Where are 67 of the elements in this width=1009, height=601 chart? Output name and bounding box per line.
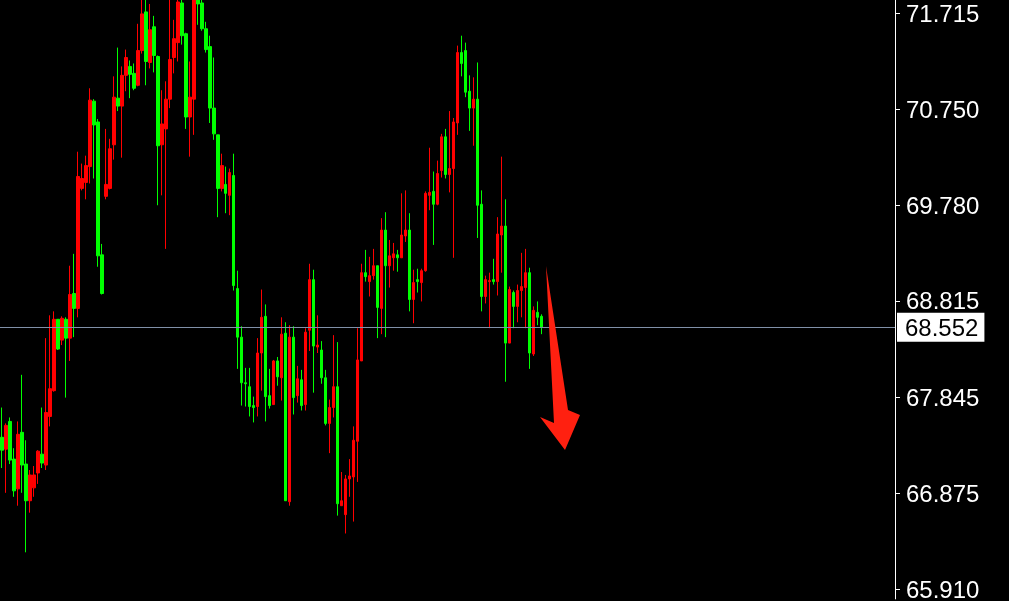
candlestick [280,316,283,402]
candlestick [232,153,235,292]
candlestick [528,267,531,370]
candlestick [76,151,80,318]
candlestick [364,249,367,283]
candlestick [304,327,307,412]
candlestick [308,263,311,352]
candlestick [264,303,267,422]
candlestick [144,0,148,86]
candlestick [512,290,515,329]
candlestick [292,325,295,415]
candlestick [312,269,315,394]
candlestick [156,55,160,206]
candlestick [68,265,72,362]
candlestick [128,59,132,99]
candlestick [220,153,224,192]
y-tick-label: 67.845 [906,383,980,411]
candlestick [288,324,291,507]
candlestick [316,314,319,354]
candlestick [56,318,60,351]
candlestick [148,3,152,69]
candlestick [228,168,231,216]
candlestick [272,359,275,406]
candlestick [64,316,68,399]
candlestick [416,268,419,294]
candlestick [524,248,527,329]
y-tick-label: 66.875 [906,479,980,507]
candlestick [380,217,383,335]
candlestick [16,420,20,507]
candlestick [376,265,379,339]
candlestick [224,166,227,214]
candlestick [296,365,299,404]
candlestick [336,341,339,517]
candlestick [152,15,156,73]
candlestick [472,76,475,147]
y-tick-label: 65.910 [906,575,980,601]
candlestick [444,128,447,179]
y-tick-label: 70.750 [906,95,980,123]
candlestick [28,469,32,514]
y-tick-label: 69.780 [906,191,980,219]
candlestick [60,315,64,346]
candlestick [116,47,120,112]
candlestick [384,211,387,338]
candlestick [104,128,108,200]
candlestick [440,133,443,178]
candlestick [4,422,8,494]
candlestick [436,160,439,206]
candlestick [400,192,403,259]
candlestick [408,212,411,312]
candlestick [0,407,4,469]
ref-line-label: 68.552 [905,313,979,341]
candlestick [412,269,415,324]
candlestick [488,272,491,329]
candlestick [396,249,399,273]
candlestick [388,239,391,289]
candlestick [432,171,435,246]
candlestick [532,305,535,357]
candlestick [276,356,279,387]
candlestick [508,286,511,344]
y-tick-label: 68.815 [906,287,980,315]
candlestick [284,321,287,502]
y-tick-label: 71.715 [906,0,980,27]
candlestick [72,253,76,338]
candlestick [504,198,507,383]
candlestick [40,407,44,469]
candlestick [300,369,303,412]
candlestick [492,258,495,286]
